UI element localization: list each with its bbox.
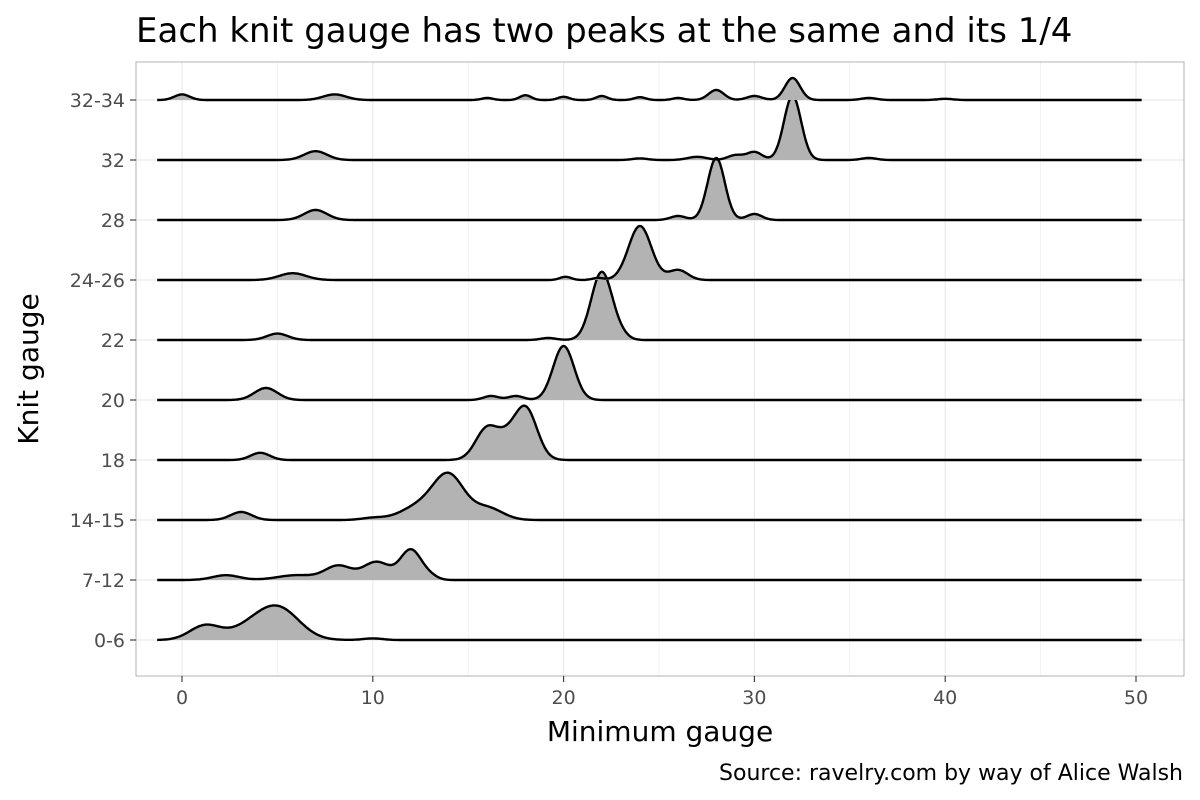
y-tick-label: 32: [101, 150, 125, 172]
y-tick-label: 7-12: [82, 570, 125, 592]
ridge-fill-0-6: [157, 605, 1142, 640]
y-tick-label: 28: [101, 210, 125, 232]
y-axis-ticks: 0-6 7-12 14-15 18 20 22 24-26 28 32 32-34: [70, 90, 136, 652]
ridge-line-32-34: [157, 76, 1142, 102]
x-tick-label: 30: [742, 687, 766, 709]
ridge-line-7-12: [157, 548, 1142, 582]
x-tick-label: 20: [552, 687, 576, 709]
chart-caption: Source: ravelry.com by way of Alice Wals…: [719, 761, 1183, 786]
ridge-line-32: [157, 94, 1142, 162]
ridge-fill-28: [157, 158, 1142, 220]
ridge-fill-7-12: [157, 549, 1142, 580]
y-tick-label: 20: [101, 390, 125, 412]
panel-border: [135, 61, 1185, 677]
x-tick-label: 50: [1124, 687, 1148, 709]
y-tick-label: 32-34: [70, 90, 125, 112]
chart-title: Each knit gauge has two peaks at the sam…: [136, 11, 1072, 51]
y-tick-label: 24-26: [70, 270, 125, 292]
y-tick-label: 18: [101, 450, 125, 472]
ridge-line-24-26: [157, 224, 1142, 282]
y-axis-title: Knit gauge: [12, 293, 45, 444]
y-tick-label: 0-6: [94, 630, 125, 652]
ridge-fill-32-34: [157, 78, 1142, 100]
x-tick-label: 0: [176, 687, 188, 709]
x-tick-label: 40: [933, 687, 957, 709]
x-axis-title: Minimum gauge: [547, 715, 773, 748]
ridge-fill-14-15: [157, 472, 1142, 520]
ridge-line-18: [157, 404, 1142, 462]
ridge-fill-20: [157, 346, 1142, 400]
ridge-fill-18: [157, 405, 1142, 460]
ridge-fill-32: [157, 96, 1142, 160]
ridge-fill-22: [157, 271, 1142, 340]
ridges: [157, 76, 1142, 642]
ridge-fill-24-26: [157, 226, 1142, 280]
ridge-line-28: [157, 156, 1142, 222]
y-tick-label: 22: [101, 330, 125, 352]
ridge-line-14-15: [157, 471, 1142, 522]
grid: [136, 62, 1184, 676]
x-tick-label: 10: [361, 687, 385, 709]
ridge-line-0-6: [157, 604, 1142, 642]
ridge-line-22: [157, 270, 1142, 342]
ridge-line-20: [157, 344, 1142, 402]
x-axis-ticks: 0 10 20 30 40 50: [176, 676, 1148, 709]
y-tick-label: 14-15: [70, 510, 125, 532]
